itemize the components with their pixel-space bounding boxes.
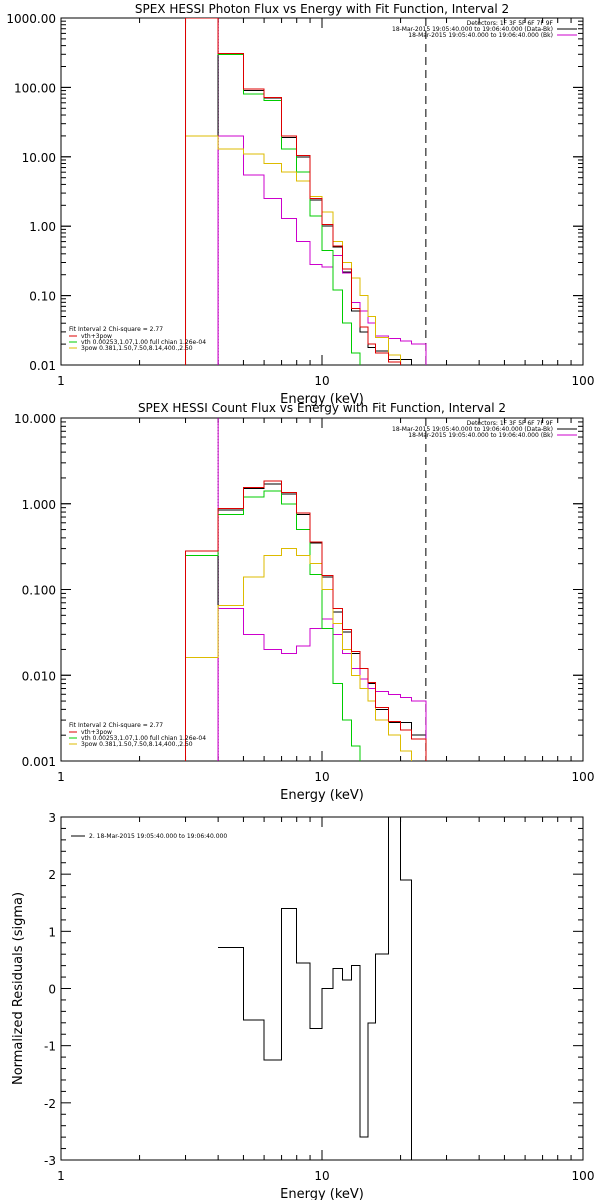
x-tick-label: 10: [314, 1169, 329, 1183]
info-line: Detectors: 1F 3F 5F 6F 7F 9F: [467, 420, 554, 427]
y-tick-label: -2: [44, 1097, 56, 1111]
y-tick-label: 0.10: [29, 290, 56, 304]
y-tick-label: 1000.00: [6, 12, 56, 26]
series-1-histogram: [218, 817, 412, 1160]
legend-label: 3pow 0.381,1.50,7.50,8.14,400.,2.50: [81, 345, 193, 352]
y-tick-label: 1.00: [29, 220, 56, 234]
series-3-histogram: [185, 18, 361, 365]
y-tick-label: -3: [44, 1154, 56, 1168]
y-tick-label: 10.000: [14, 412, 56, 426]
legend-label: 2. 18-Mar-2015 19:05:40.000 to 19:06:40.…: [89, 833, 227, 840]
legend-label: vth 0.00253,1.07,1.00 full chian 1.26e-0…: [81, 339, 206, 346]
chart-title: SPEX HESSI Count Flux vs Energy with Fit…: [138, 401, 506, 415]
legend-header: Fit Interval 2 Chi-square = 2.77: [69, 722, 163, 729]
x-tick-label: 100: [572, 374, 595, 388]
data-layer: [185, 18, 427, 365]
y-tick-label: 0: [48, 983, 56, 997]
x-tick-label: 1: [57, 770, 65, 784]
data-layer: [185, 418, 427, 761]
series-4-histogram: [185, 135, 402, 365]
chart-panel-1: SPEX HESSI Photon Flux vs Energy with Fi…: [6, 2, 594, 407]
legend-header: Fit Interval 2 Chi-square = 2.77: [69, 326, 163, 333]
y-tick-label: -1: [44, 1040, 56, 1054]
plot-frame: [60, 17, 584, 366]
legend-label: vth 0.00253,1.07,1.00 full chian 1.26e-0…: [81, 735, 206, 742]
chart-panel-2: SPEX HESSI Count Flux vs Energy with Fit…: [14, 401, 594, 803]
y-tick-label: 1: [48, 925, 56, 939]
y-tick-label: 0.010: [22, 669, 56, 683]
info-line: 18-Mar-2015 19:05:40.000 to 19:06:40.000…: [408, 432, 553, 439]
legend-label: 3pow 0.381,1.50,7.50,8.14,400.,2.50: [81, 741, 193, 748]
y-tick-label: 3: [48, 811, 56, 825]
legend-label: vth+3pow: [81, 333, 112, 340]
legend-label: vth+3pow: [81, 729, 112, 736]
x-tick-label: 10: [314, 770, 329, 784]
y-tick-label: 0.01: [29, 359, 56, 373]
x-axis-label: Energy (keV): [280, 392, 364, 407]
series-4-histogram: [185, 548, 412, 761]
series-5-histogram: [185, 18, 402, 365]
y-tick-label: 100.00: [14, 81, 56, 95]
series-5-histogram: [185, 480, 427, 761]
info-line: Detectors: 1F 3F 5F 6F 7F 9F: [467, 20, 554, 27]
y-tick-label: 2: [48, 868, 56, 882]
series-2-histogram: [217, 608, 427, 761]
y-tick-label: 0.100: [22, 584, 56, 598]
x-tick-label: 100: [572, 1169, 595, 1183]
y-tick-label: 1.000: [22, 498, 56, 512]
y-tick-label: 10.00: [22, 151, 56, 165]
series-2-histogram: [217, 135, 427, 365]
series-3-histogram: [185, 490, 361, 761]
x-tick-label: 100: [572, 770, 595, 784]
info-line: 18-Mar-2015 19:05:40.000 to 19:06:40.000…: [408, 32, 553, 39]
y-tick-label: 0.001: [22, 755, 56, 769]
data-layer: [218, 817, 412, 1160]
info-line: 18-Mar-2015 19:05:40.000 to 19:06:40.000…: [392, 26, 553, 33]
x-tick-label: 1: [57, 374, 65, 388]
x-tick-label: 10: [314, 374, 329, 388]
x-axis-label: Energy (keV): [280, 1187, 364, 1200]
chart-title: SPEX HESSI Photon Flux vs Energy with Fi…: [135, 2, 509, 16]
info-line: 18-Mar-2015 19:05:40.000 to 19:06:40.000…: [392, 426, 553, 433]
x-axis-label: Energy (keV): [280, 788, 364, 803]
y-axis-label: Normalized Residuals (sigma): [11, 892, 26, 1085]
x-tick-label: 1: [57, 1169, 65, 1183]
